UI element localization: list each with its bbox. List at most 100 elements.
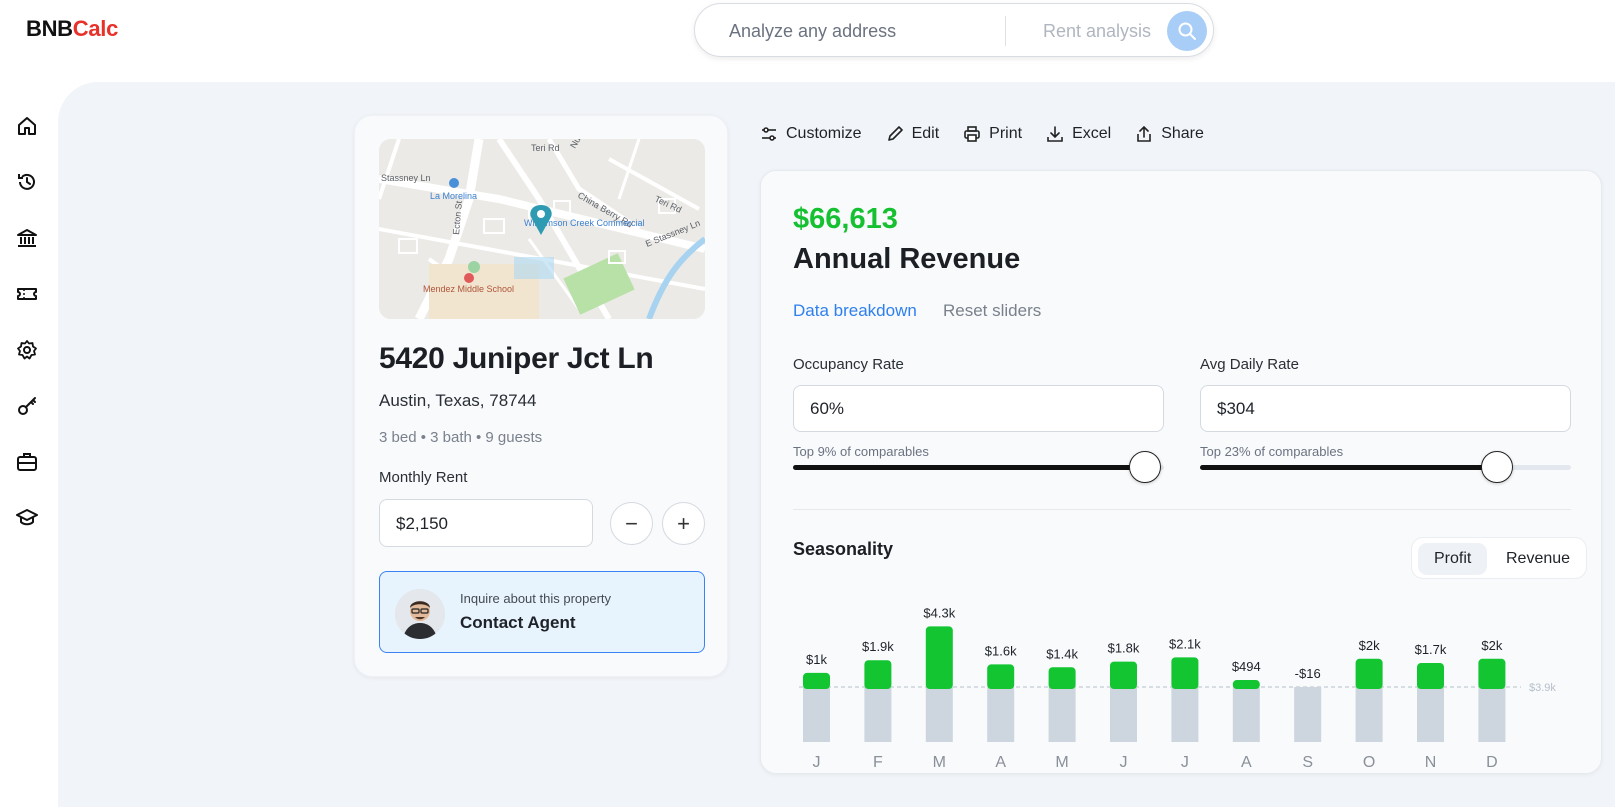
map-graphic: Teri Rd Stassney Ln China Berry Rd Teri … [379, 139, 705, 319]
occupancy-slider-thumb[interactable] [1129, 451, 1162, 483]
adr-label: Avg Daily Rate [1200, 356, 1299, 373]
adr-slider[interactable] [1200, 451, 1571, 483]
seasonality-title: Seasonality [793, 539, 894, 559]
history-icon [18, 173, 35, 190]
nav-education[interactable] [14, 505, 40, 531]
month-tick-label: J [813, 754, 821, 771]
map-label-9: Nucko [568, 139, 589, 150]
search-divider [1005, 16, 1006, 46]
bar-value-label: $1k [806, 652, 827, 667]
occupancy-input[interactable]: 60% [793, 385, 1164, 432]
customize-button[interactable]: Customize [760, 120, 862, 148]
edit-button[interactable]: Edit [886, 120, 939, 148]
base-bar [1110, 687, 1137, 742]
seasonality-chart: $3.9k $1k J $1.9k F $4.3k M $1.6k A $1.4k M $1.8k J $… [799, 605, 1556, 771]
search-bar: Analyze any address Rent analysis [694, 3, 1214, 57]
briefcase-icon [17, 453, 37, 471]
profit-bar [925, 626, 953, 689]
profit-bar [864, 660, 892, 689]
monthly-rent-label: Monthly Rent [379, 469, 468, 486]
map-label-2: Stassney Ln [381, 173, 431, 183]
base-bar [1478, 687, 1506, 742]
occupancy-slider[interactable] [793, 451, 1164, 483]
month-tick-label: A [995, 754, 1006, 771]
reset-sliders-link[interactable]: Reset sliders [943, 301, 1042, 320]
bar-value-label: $2.1k [1169, 636, 1201, 651]
nav-bank[interactable] [14, 225, 40, 251]
adr-input[interactable]: $304 [1200, 385, 1571, 432]
contact-agent-label: Contact Agent [460, 613, 576, 632]
nav-portfolio[interactable] [14, 449, 40, 475]
ticket-icon [17, 288, 37, 300]
top-bar: BNBCalc Analyze any address Rent analysi… [0, 0, 1615, 80]
profit-bar [987, 664, 1015, 689]
analysis-mode-select[interactable]: Rent analysis [1043, 21, 1152, 41]
contact-agent-card[interactable]: Inquire about this property Contact Agen… [379, 571, 705, 653]
month-tick-label: O [1363, 754, 1375, 771]
bar-value-label: $1.6k [985, 643, 1017, 658]
annual-revenue-value: $66,613 [793, 203, 898, 235]
bar-value-label: $1.9k [862, 639, 894, 654]
monthly-rent-input[interactable]: $2,150 [379, 499, 593, 547]
excel-button[interactable]: Excel [1046, 120, 1111, 148]
profit-revenue-toggle: Profit Revenue [1411, 537, 1587, 579]
nav-tickets[interactable] [14, 281, 40, 307]
customize-label: Customize [786, 125, 862, 142]
base-bar [864, 687, 892, 742]
revenue-card: $66,613 Annual Revenue Data breakdown Re… [760, 170, 1602, 774]
base-bar [987, 687, 1015, 742]
occupancy-label: Occupancy Rate [793, 356, 904, 373]
nav-keys[interactable] [14, 393, 40, 419]
toggle-revenue[interactable]: Revenue [1506, 550, 1571, 567]
search-button[interactable] [1167, 11, 1207, 51]
base-bar [803, 687, 830, 742]
map-label-1: Teri Rd [531, 143, 560, 153]
print-button[interactable]: Print [963, 120, 1022, 148]
bar-value-label: $2k [1359, 638, 1380, 653]
annual-revenue-title: Annual Revenue [793, 243, 1021, 275]
map-label-3: La Morelina [430, 191, 477, 201]
adr-slider-thumb[interactable] [1480, 451, 1513, 483]
rent-decrement-button[interactable]: − [610, 502, 653, 545]
rent-increment-button[interactable]: + [662, 502, 705, 545]
share-button[interactable]: Share [1135, 120, 1204, 148]
month-tick-label: D [1486, 754, 1498, 771]
bar-value-label: $494 [1232, 659, 1261, 674]
month-tick-label: M [1055, 754, 1068, 771]
logo[interactable]: BNBCalc [26, 16, 118, 42]
month-tick-label: M [933, 754, 946, 771]
base-bar [1232, 687, 1260, 742]
month-tick-label: N [1425, 754, 1437, 771]
share-label: Share [1161, 125, 1204, 142]
bar-value-label: $1.7k [1415, 642, 1447, 657]
toggle-profit[interactable]: Profit [1418, 543, 1488, 575]
profit-bar [1171, 657, 1199, 689]
map-pin-icon [530, 205, 552, 235]
key-icon [18, 397, 36, 415]
adr-slider-fill [1200, 465, 1497, 470]
data-breakdown-link[interactable]: Data breakdown [793, 301, 917, 320]
search-input[interactable]: Analyze any address [729, 21, 897, 41]
property-map[interactable]: Teri Rd Stassney Ln China Berry Rd Teri … [379, 139, 705, 319]
month-tick-label: A [1241, 754, 1252, 771]
search-icon [1178, 22, 1196, 40]
bar-value-label: $1.4k [1046, 646, 1078, 661]
base-bar [1355, 687, 1383, 742]
bar-value-label: $1.8k [1108, 641, 1140, 656]
map-label-10: Ecton St [451, 200, 464, 235]
base-bar [1171, 687, 1199, 742]
month-tick-label: S [1302, 754, 1313, 771]
property-city: Austin, Texas, 78744 [379, 391, 537, 410]
nav-settings[interactable] [14, 337, 40, 363]
logo-part-1: BNB [26, 16, 73, 41]
map-label-8: Mendez Middle School [423, 284, 514, 294]
pencil-icon [887, 126, 903, 141]
nav-history[interactable] [14, 169, 40, 195]
reference-label: $3.9k [1529, 682, 1556, 694]
logo-part-2: Calc [72, 16, 119, 41]
bar-value-label: $2k [1481, 638, 1502, 653]
nav-home[interactable] [14, 113, 40, 139]
occupancy-note: Top 9% of comparables [793, 444, 929, 459]
download-icon [1047, 126, 1063, 142]
month-tick-label: F [873, 754, 883, 771]
